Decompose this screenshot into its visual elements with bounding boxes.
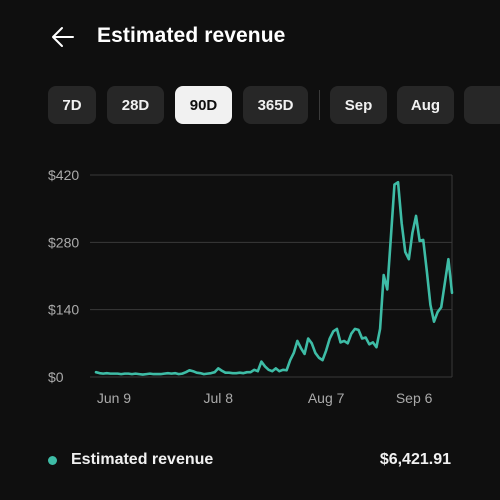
- chip-more[interactable]: [464, 86, 500, 124]
- chip-365d[interactable]: 365D: [243, 86, 308, 124]
- revenue-chart: $0 $140 $280 $420 Jun 9 Jul 8 Aug 7 Sep 6: [0, 150, 500, 420]
- chart-legend: Estimated revenue $6,421.91: [0, 440, 500, 480]
- legend-dot: [48, 456, 57, 465]
- x-axis-labels: Jun 9 Jul 8 Aug 7 Sep 6: [97, 390, 433, 406]
- y-tick-label: $420: [48, 167, 79, 183]
- revenue-line-chart: $0 $140 $280 $420 Jun 9 Jul 8 Aug 7 Sep 6: [48, 167, 454, 406]
- x-tick-label: Jun 9: [97, 390, 131, 406]
- chip-aug-label: Aug: [410, 96, 441, 114]
- chip-aug[interactable]: Aug: [397, 86, 454, 124]
- chip-7d[interactable]: 7D: [48, 86, 96, 124]
- app-header: Estimated revenue: [0, 0, 500, 76]
- chip-90d[interactable]: 90D: [175, 86, 232, 124]
- period-chip-bar: 7D 28D 90D 365D Sep Aug: [0, 86, 500, 128]
- chip-sep-label: Sep: [344, 96, 373, 114]
- chip-28d-label: 28D: [121, 96, 150, 114]
- chip-28d[interactable]: 28D: [107, 86, 164, 124]
- x-tick-label: Jul 8: [203, 390, 233, 406]
- y-tick-label: $0: [48, 369, 64, 385]
- arrow-left-icon: [52, 27, 74, 47]
- grid-layer: [90, 174, 453, 378]
- legend-label: Estimated revenue: [71, 451, 214, 468]
- chip-sep[interactable]: Sep: [330, 86, 387, 124]
- back-button[interactable]: [46, 20, 80, 54]
- y-tick-label: $280: [48, 234, 79, 250]
- chip-7d-label: 7D: [62, 96, 82, 114]
- x-tick-label: Sep 6: [396, 390, 433, 406]
- chip-divider: [319, 90, 320, 120]
- chip-365d-label: 365D: [257, 96, 294, 114]
- total-revenue-value: $6,421.91: [379, 451, 451, 468]
- page-title: Estimated revenue: [97, 24, 286, 47]
- revenue-series-line: [94, 180, 454, 376]
- chip-90d-label: 90D: [189, 96, 218, 114]
- x-tick-label: Aug 7: [308, 390, 345, 406]
- y-tick-label: $140: [48, 302, 79, 318]
- y-axis-labels: $0 $140 $280 $420: [48, 167, 79, 385]
